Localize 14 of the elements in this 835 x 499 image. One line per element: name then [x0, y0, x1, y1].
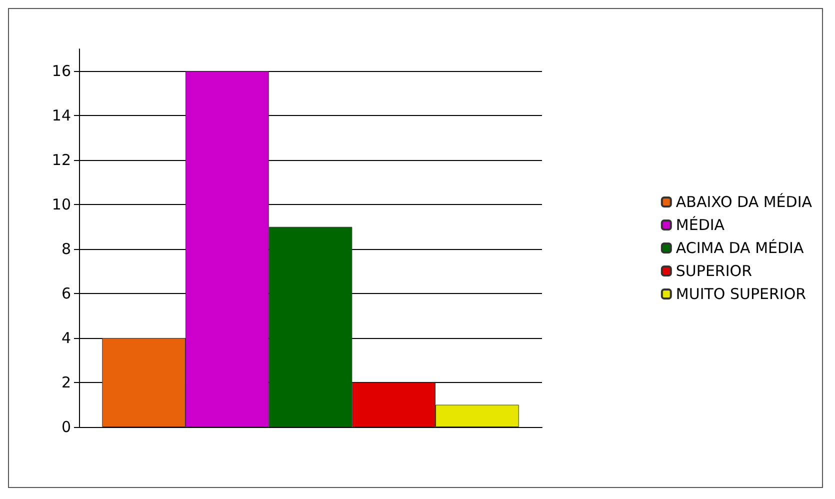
legend-label: SUPERIOR	[676, 262, 752, 280]
y-tick-label: 8	[61, 240, 71, 258]
legend-label: MUITO SUPERIOR	[676, 285, 806, 303]
legend-label: ABAIXO DA MÉDIA	[676, 193, 813, 211]
legend-label: ACIMA DA MÉDIA	[676, 239, 804, 257]
y-tick-label: 6	[61, 284, 71, 303]
y-tick-label: 10	[52, 196, 71, 214]
y-tick-label: 2	[61, 374, 71, 392]
y-tick-label: 12	[52, 151, 71, 170]
y-tick-label: 0	[61, 418, 71, 436]
y-tick-label: 16	[52, 62, 71, 80]
y-tick-label: 4	[61, 329, 71, 348]
legend-label: MÉDIA	[676, 216, 726, 234]
y-tick-label: 14	[52, 106, 71, 125]
